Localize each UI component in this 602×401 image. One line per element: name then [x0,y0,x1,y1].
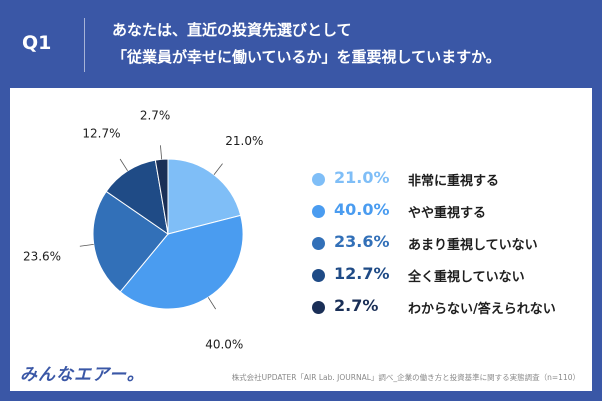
slice-label: 2.7% [140,108,171,122]
legend-item: 21.0% 非常に重視する [312,164,582,196]
legend-swatch [312,237,325,250]
legend: 21.0% 非常に重視する 40.0% やや重視する 23.6% あまり重視して… [312,164,582,324]
leader-line [79,243,94,247]
leader-line [160,145,163,160]
pie-slice [119,214,244,310]
legend-percent: 21.0% [334,168,390,187]
legend-label: 全く重視していない [408,270,525,285]
question-title-line2: 「従業員が幸せに働いているか」を重要視していますか。 [112,48,501,66]
pie-chart: 21.0% 40.0% 23.6% 12.7% 2.7% [23,108,263,352]
legend-swatch [312,301,325,314]
legend-percent: 40.0% [334,200,390,219]
slice-label: 40.0% [205,338,243,352]
legend-swatch [312,205,325,218]
legend-label: わからない/答えられない [408,302,556,317]
legend-swatch [312,173,325,186]
slice-label: 21.0% [225,134,263,148]
question-title-line1: あなたは、直近の投資先選びとして [112,21,352,39]
pie-slice [92,190,169,293]
legend-label: あまり重視していない [408,238,538,253]
leader-line [207,297,217,310]
header-divider [84,18,85,72]
legend-percent: 12.7% [334,264,390,283]
slice-label: 23.6% [23,249,61,263]
slice-label: 12.7% [82,127,120,141]
source-note: 株式会社UPDATER「AIR Lab. JOURNAL」調べ_企業の働き方と投… [231,373,580,382]
header: Q1 あなたは、直近の投資先選びとして 「従業員が幸せに働いているか」を重要視し… [0,0,602,88]
legend-item: 2.7% わからない/答えられない [312,292,582,324]
question-title: あなたは、直近の投資先選びとして 「従業員が幸せに働いているか」を重要視していま… [112,17,501,71]
legend-percent: 23.6% [334,232,390,251]
legend-percent: 2.7% [334,296,379,315]
legend-label: やや重視する [408,206,487,221]
brand-logo: みんなエアー。 [20,365,145,385]
legend-item: 12.7% 全く重視していない [312,260,582,292]
legend-item: 40.0% やや重視する [312,196,582,228]
legend-swatch [312,269,325,282]
leader-line [119,158,128,172]
pie-slice [105,159,169,236]
question-number: Q1 [22,32,52,54]
legend-item: 23.6% あまり重視していない [312,228,582,260]
legend-label: 非常に重視する [408,174,500,189]
chart-card: 21.0% 40.0% 23.6% 12.7% 2.7% 21.0% 非常に重視する 4… [10,88,592,391]
leader-line [213,163,223,175]
